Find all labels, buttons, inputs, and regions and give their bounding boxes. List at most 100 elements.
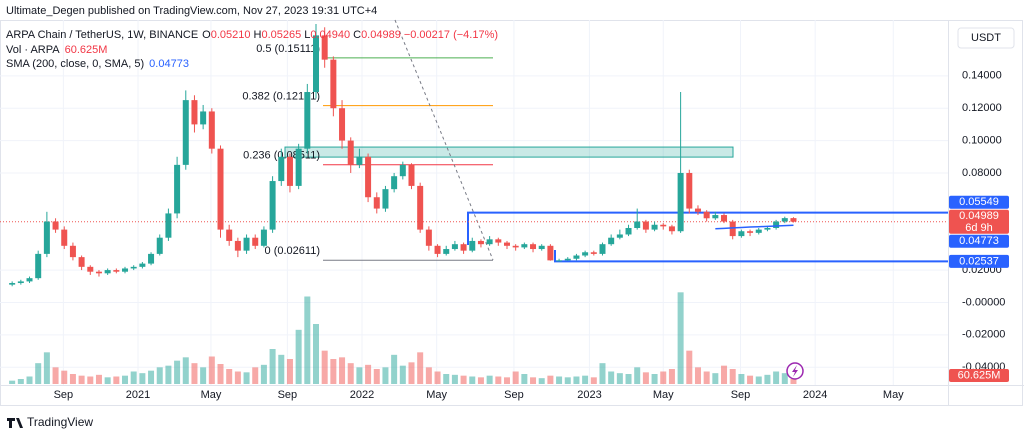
x-tick-label: 2024 (803, 389, 827, 401)
volume-bar (616, 373, 623, 384)
volume-bar (408, 362, 415, 384)
volume-bar (52, 367, 59, 384)
last-price-label-box (949, 209, 1009, 234)
key: L (304, 29, 310, 41)
volume-bar (668, 369, 675, 384)
x-tick-label: Sep (278, 389, 298, 401)
volume-bar (469, 376, 476, 384)
candle-body (399, 164, 406, 177)
candle-body (365, 156, 372, 198)
volume-bar (321, 350, 328, 384)
volume-bar (556, 376, 563, 384)
volume-bar (356, 367, 363, 384)
volume-bar (182, 357, 189, 384)
volume-bar (78, 375, 85, 384)
volume-bar (35, 363, 42, 384)
volume-bar (200, 367, 207, 384)
candle-body (677, 172, 684, 232)
candle-body (521, 244, 528, 248)
key: O (202, 29, 211, 41)
fib-label: 0 (0.02611) (265, 245, 320, 257)
candle-body (373, 197, 380, 209)
x-tick-label: Sep (504, 389, 524, 401)
candle-body (425, 229, 432, 246)
volume-bar (391, 354, 398, 384)
volume-bar (747, 375, 754, 384)
volume-bar (286, 359, 293, 384)
candle-body (703, 211, 710, 219)
last-price-label: 6d 9h (965, 222, 993, 234)
candle-body (460, 244, 467, 251)
volume-bar (43, 352, 50, 384)
volume-bar (339, 357, 346, 384)
volume-bar (677, 292, 684, 384)
volume-bar (642, 372, 649, 384)
volume-bar (590, 377, 597, 384)
last-price-label: 0.04989 (959, 210, 999, 222)
candle-body (451, 244, 458, 250)
sma-line (715, 224, 794, 230)
volume-bar (486, 375, 493, 384)
zone (284, 146, 734, 158)
candle-body (686, 172, 693, 209)
alert-icon[interactable] (786, 362, 804, 380)
volume-bar (148, 370, 155, 384)
candle-body (278, 156, 285, 182)
volume-bar (347, 363, 354, 384)
vol-value: 60.625M (65, 44, 108, 56)
footer: TradingView (7, 415, 93, 429)
change: −0.00217 (−4.17%) (404, 29, 498, 41)
volume-bar (191, 363, 198, 384)
candle-body (52, 221, 59, 230)
volume-bar (382, 367, 389, 384)
candle-body (286, 156, 293, 186)
volume-bar (729, 369, 736, 384)
plot: 0.5 (0.15111)0.382 (0.12161)0.236 (0.085… (0, 19, 948, 385)
key: C (353, 29, 361, 41)
volume-bar (113, 376, 120, 384)
volume-bar (104, 377, 111, 384)
candle-body (512, 245, 519, 248)
volume-bar (95, 374, 102, 384)
candle-body (495, 239, 502, 243)
currency-button[interactable] (957, 27, 1015, 49)
level-label: 0.05549 (959, 196, 999, 208)
volume-bar (764, 374, 771, 384)
candle-body (443, 249, 450, 254)
candle-body (260, 229, 267, 246)
candle-body (486, 239, 493, 245)
volume-bar (269, 349, 276, 384)
candle-body (712, 215, 719, 219)
volume-bar (694, 367, 701, 384)
candle-body (35, 253, 42, 279)
volume-bar (512, 371, 519, 384)
candle-body (43, 221, 50, 254)
volume-bar (165, 365, 172, 384)
alert-bolt[interactable] (792, 365, 798, 377)
volume-bar (365, 364, 372, 384)
candle-body (477, 240, 484, 245)
volume-bar (582, 375, 589, 384)
volume-bar (790, 378, 797, 384)
volume-bar (17, 379, 24, 384)
candle-body (104, 270, 111, 274)
level-label-box (949, 195, 1009, 209)
value: 0.05265 (261, 29, 301, 41)
volume-bar (721, 365, 728, 384)
volume-bar (330, 359, 337, 384)
volume-bar (755, 376, 762, 384)
candle-body (130, 266, 137, 269)
volume-bar (139, 373, 146, 384)
y-tick-label: -0.00000 (962, 296, 1005, 308)
candle-body (139, 263, 146, 267)
x-tick-label: May (201, 389, 222, 401)
volume-bar (634, 367, 641, 384)
candle-body (764, 227, 771, 230)
candle-body (781, 218, 788, 222)
candle-body (330, 59, 337, 109)
volume-bar (278, 354, 285, 384)
currency[interactable]: USDT (971, 32, 1001, 44)
symbol: ARPA Chain / TetherUS, 1W, BINANCE (6, 29, 198, 41)
candle-body (304, 92, 311, 149)
